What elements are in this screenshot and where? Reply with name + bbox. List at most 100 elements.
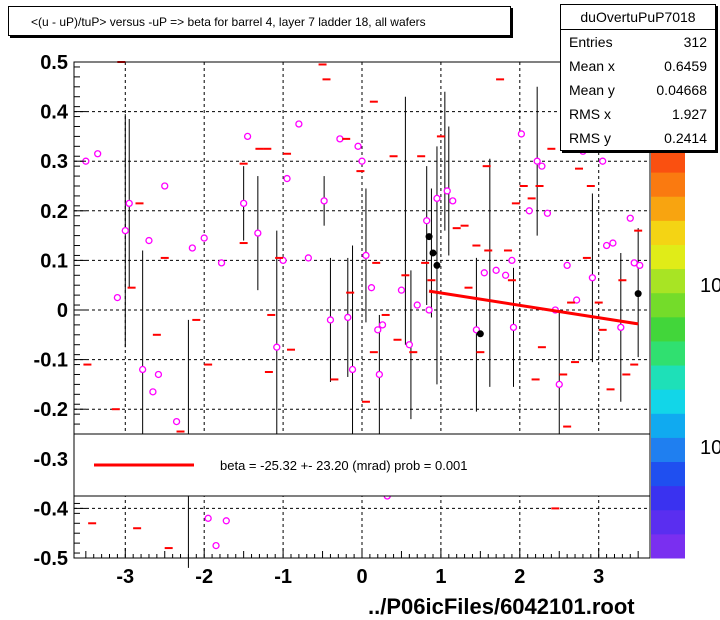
stats-value: 0.6459: [664, 58, 707, 74]
data-point-circle: [588, 274, 597, 282]
palette-cell: [651, 340, 685, 366]
profile-mean-point: [433, 261, 441, 269]
x-tick-label: 0: [356, 566, 367, 588]
data-point-circle: [636, 261, 644, 270]
data-point-circle: [626, 214, 634, 222]
y-tick-label: 0.2: [40, 201, 68, 223]
data-point-circle: [121, 226, 129, 235]
y-tick-label: 0.1: [40, 250, 68, 272]
x-tick-label: 2: [514, 566, 525, 588]
y-tick-label: -0.5: [34, 548, 68, 570]
data-point-circle: [358, 157, 366, 165]
data-point-circle: [125, 199, 133, 208]
y-tick-label: 0: [57, 300, 68, 322]
y-tick-label: -0.3: [34, 449, 68, 471]
data-point-circle: [501, 271, 510, 279]
data-point-circle: [443, 187, 451, 195]
data-point-circle: [492, 266, 500, 274]
data-point-circle: [433, 194, 441, 203]
stats-row-entries: Entries 312: [561, 30, 715, 54]
chart-title: <(u - uP)/tuP> versus -uP => beta for ba…: [8, 6, 511, 36]
y-tick-label: 0.5: [40, 52, 68, 74]
data-point-circle: [354, 142, 362, 150]
stats-row-mean-y: Mean y 0.04668: [561, 78, 715, 102]
data-point-circle: [423, 217, 431, 225]
y-tick-label: -0.1: [34, 350, 68, 372]
data-point-circle: [326, 316, 335, 324]
data-point-circle: [94, 150, 102, 158]
palette-cell: [651, 268, 685, 294]
data-point-circle: [344, 313, 352, 322]
stats-row-rms-x: RMS x 1.927: [561, 102, 715, 126]
data-point-circle: [254, 229, 262, 237]
data-point-circle: [413, 301, 421, 309]
data-point-circle: [517, 130, 526, 138]
data-point-circle: [533, 157, 541, 165]
data-point-circle: [161, 182, 169, 190]
data-point-circle: [138, 365, 147, 374]
stats-row-rms-y: RMS y 0.2414: [561, 126, 715, 150]
palette-label-lower: 10: [700, 437, 720, 459]
data-point-circle: [543, 209, 552, 217]
stats-label: Mean y: [569, 82, 615, 98]
palette-cell: [651, 148, 685, 173]
data-point-circle: [617, 323, 625, 332]
data-point-circle: [295, 120, 303, 128]
palette-cell: [651, 389, 685, 414]
data-point-circle: [212, 541, 220, 550]
data-point-circle: [563, 261, 571, 270]
data-point-circle: [602, 241, 611, 250]
data-point-circle: [367, 284, 376, 292]
legend-text: beta = -25.32 +- 23.20 (mrad) prob = 0.0…: [220, 458, 468, 473]
stats-label: Mean x: [569, 58, 615, 74]
stats-box: duOvertuPuP7018 Entries 312 Mean x 0.645…: [560, 4, 716, 151]
profile-mean-point: [425, 233, 433, 241]
data-point-circle: [172, 417, 181, 426]
data-point-circle: [572, 296, 581, 304]
data-point-circle: [188, 244, 197, 252]
palette-label-upper: 10: [700, 275, 720, 297]
data-point-circle: [243, 132, 252, 141]
data-point-circle: [222, 517, 230, 525]
x-tick-label: -1: [274, 566, 292, 588]
data-point-circle: [239, 199, 248, 208]
data-point-circle: [217, 259, 226, 267]
data-point-circle: [555, 380, 563, 389]
data-point-circle: [480, 269, 488, 277]
palette-cell: [651, 316, 685, 342]
chart-title-text: <(u - uP)/tuP> versus -uP => beta for ba…: [31, 15, 426, 29]
profile-mean-point: [476, 330, 484, 338]
data-point-circle: [304, 254, 312, 262]
palette-cell: [651, 437, 685, 463]
data-point-circle: [397, 286, 406, 294]
data-point-circle: [599, 157, 607, 165]
palette-cell: [651, 485, 685, 511]
data-point-circle: [538, 162, 546, 170]
stats-label: RMS x: [569, 106, 611, 122]
x-tick-label: 3: [593, 566, 604, 588]
palette-cell: [651, 220, 685, 245]
data-point-circle: [149, 388, 157, 396]
stats-row-mean-x: Mean x 0.6459: [561, 54, 715, 78]
data-point-circle: [405, 341, 413, 349]
y-tick-label: 0.3: [40, 151, 68, 173]
stats-label: RMS y: [569, 130, 611, 146]
stats-value: 1.927: [671, 106, 707, 122]
data-point-circle: [374, 326, 382, 334]
palette-cell: [651, 413, 685, 438]
color-palette: [651, 148, 685, 559]
palette-cell: [651, 244, 685, 270]
data-point-circle: [283, 174, 291, 183]
palette-cell: [651, 365, 685, 390]
data-point-circle: [145, 236, 153, 245]
data-point-circle: [509, 323, 518, 332]
fit-line: [428, 289, 639, 326]
x-tick-label: -3: [116, 566, 134, 588]
stats-value: 312: [683, 34, 707, 50]
data-point-circle: [449, 197, 457, 205]
data-point-circle: [273, 343, 281, 351]
data-point-circle: [609, 239, 617, 247]
stats-label: Entries: [569, 34, 613, 50]
data-point-circle: [200, 234, 208, 242]
data-point-circle: [320, 197, 328, 205]
